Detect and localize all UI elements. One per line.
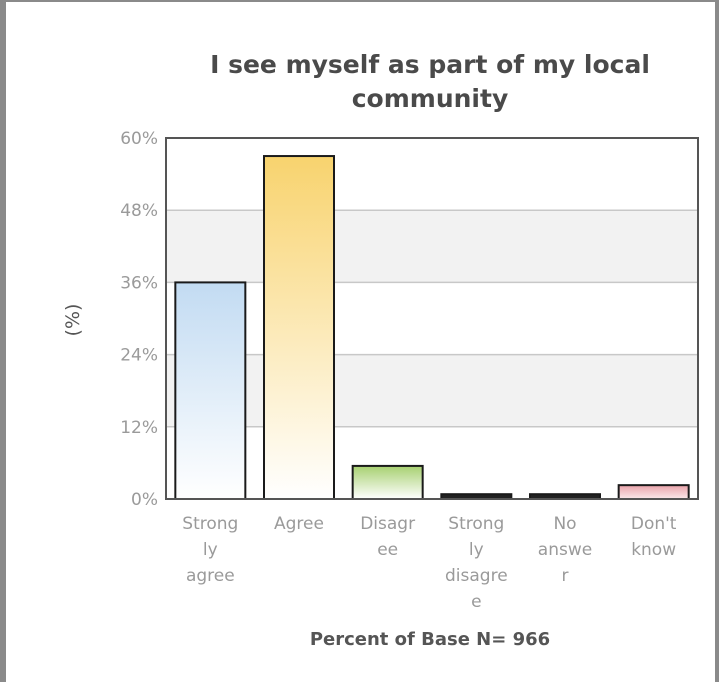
bar-disagree [351,464,424,500]
x-category-label: Agree [274,514,324,534]
x-axis-label: Percent of Base N= 966 [310,629,550,650]
chart: I see myself as part of my local communit… [62,50,699,650]
x-category-label: e [471,592,481,612]
plot-area [166,138,698,499]
plot-band [166,210,698,283]
y-tick-label: 12% [120,418,158,438]
y-tick-label: 0% [131,490,158,510]
plot-border [165,137,699,500]
y-tick-label: 24% [120,346,158,366]
x-category-label: No [553,514,576,534]
x-category-label: Strong [182,514,238,534]
y-tick-label: 48% [120,201,158,221]
x-category-label: answe [538,540,592,560]
x-category-label: Strong [448,514,504,534]
x-category-label: ly [203,540,218,560]
y-axis-label: (%) [62,304,84,337]
x-category-label: disagre [445,566,508,586]
x-category-label: r [562,566,569,586]
x-category-label: Don't [631,514,677,534]
chart-title-line: I see myself as part of my local [210,50,650,79]
x-category-label: know [631,540,676,560]
plot-band [166,354,698,427]
bar-don-t-know [617,484,690,500]
y-tick-label: 60% [120,129,158,149]
x-category-label: agree [186,566,235,586]
x-category-label: ee [377,540,398,560]
y-tick-label: 36% [120,273,158,293]
chart-title-line: community [352,84,509,113]
bar-agree [263,155,335,501]
x-category-label: Disagr [360,514,415,534]
x-category-label: ly [469,540,484,560]
bar-strongly-agree [174,281,247,500]
